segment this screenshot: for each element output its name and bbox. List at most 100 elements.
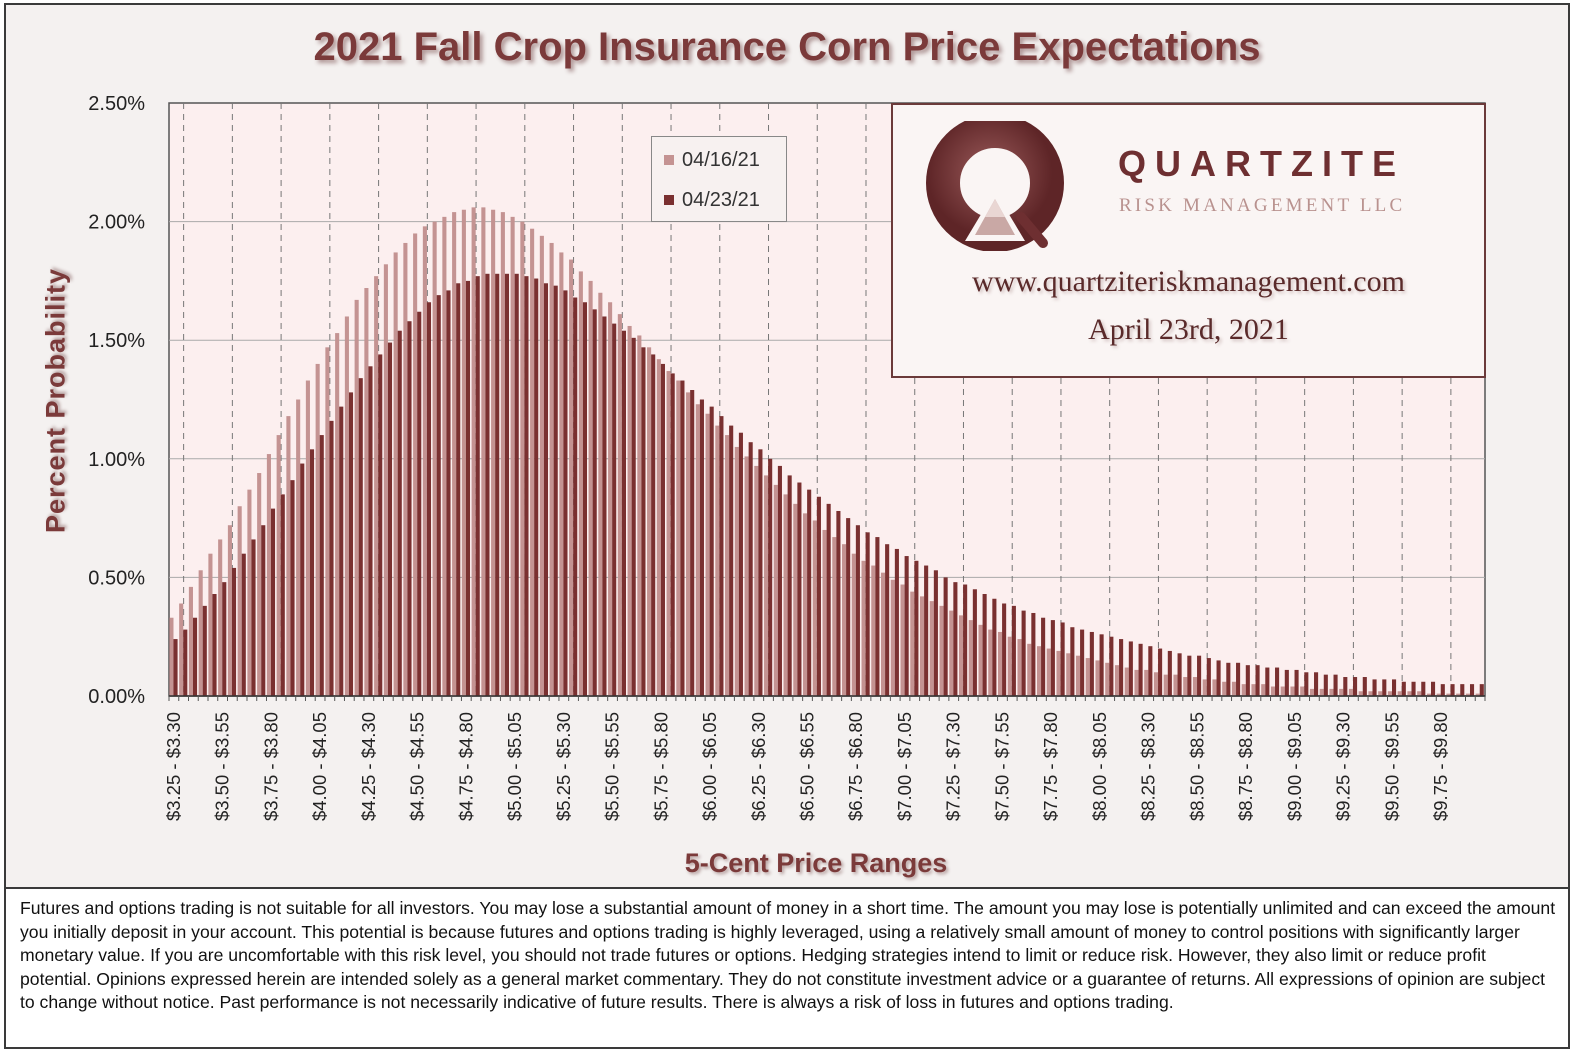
bar-series-1 <box>286 416 291 696</box>
bar-series-1 <box>530 228 535 696</box>
bar-series-2 <box>1245 665 1250 696</box>
bar-series-2 <box>807 489 812 696</box>
bar-series-2 <box>729 425 734 696</box>
bar-series-2 <box>816 496 821 696</box>
bar-series-2 <box>612 323 617 696</box>
bar-series-2 <box>1226 662 1231 696</box>
bar-series-2 <box>924 565 929 696</box>
bar-series-2 <box>738 432 743 696</box>
bar-series-2 <box>514 273 519 696</box>
bar-series-2 <box>212 594 217 696</box>
company-website[interactable]: www.quartziteriskmanagement.com <box>972 265 1405 298</box>
bar-series-1 <box>471 207 476 697</box>
bar-series-1 <box>481 207 486 697</box>
bar-series-1 <box>1017 639 1022 696</box>
bar-series-2 <box>222 582 227 696</box>
bar-series-2 <box>1275 667 1280 696</box>
bar-series-1 <box>1358 691 1363 696</box>
x-tick-label: $6.00 - $6.05 <box>699 712 720 821</box>
x-tick-label: $8.25 - $8.30 <box>1138 712 1159 821</box>
bar-series-1 <box>237 506 242 696</box>
bar-series-1 <box>812 520 817 696</box>
bar-series-1 <box>919 596 925 696</box>
bar-series-1 <box>227 525 232 696</box>
bar-series-1 <box>1456 693 1461 696</box>
bar-series-1 <box>1241 684 1246 696</box>
x-tick-label: $9.25 - $9.30 <box>1333 712 1354 821</box>
bar-series-2 <box>875 537 880 696</box>
bar-series-2 <box>261 525 266 696</box>
y-tick-label: 2.50% <box>88 93 145 115</box>
bar-series-1 <box>637 335 642 696</box>
x-tick-label: $4.75 - $4.80 <box>455 712 476 821</box>
bar-series-2 <box>1070 627 1075 696</box>
bar-series-1 <box>344 316 349 696</box>
chart-frame: 0.00% 0.50% 1.00% 1.50% 2.00% 2.50% $3.25 - $3… <box>4 3 1570 1049</box>
risk-disclaimer: Futures and options trading is not suita… <box>20 898 1556 1013</box>
bar-series-2 <box>231 567 237 696</box>
bar-series-1 <box>393 252 398 696</box>
bar-series-1 <box>383 264 388 696</box>
bar-series-1 <box>1280 686 1285 696</box>
divider <box>6 887 1568 889</box>
bar-series-1 <box>676 380 681 696</box>
bar-series-2 <box>963 584 968 696</box>
bar-series-2 <box>368 366 373 696</box>
bar-series-1 <box>1036 646 1042 696</box>
bar-series-2 <box>1479 684 1484 696</box>
bar-series-2 <box>1343 677 1348 696</box>
bar-series-2 <box>914 560 919 696</box>
bar-series-1 <box>754 465 759 696</box>
bar-series-1 <box>1212 679 1217 696</box>
bar-series-1 <box>783 494 788 696</box>
bar-series-1 <box>218 539 223 696</box>
bar-series-2 <box>446 290 451 696</box>
bar-series-1 <box>422 226 427 696</box>
bar-series-2 <box>573 297 578 696</box>
bar-series-2 <box>1392 679 1397 696</box>
bar-series-1 <box>1407 691 1412 696</box>
bar-series-1 <box>997 631 1003 696</box>
bar-series-1 <box>432 221 437 696</box>
bar-series-2 <box>1294 669 1299 696</box>
bar-series-1 <box>773 484 778 696</box>
bar-series-2 <box>670 373 675 696</box>
axes: 0.00% 0.50% 1.00% 1.50% 2.00% 2.50% $3.25 - $3… <box>88 93 1486 821</box>
x-tick-label: $3.50 - $3.55 <box>212 712 233 821</box>
bar-series-2 <box>241 553 246 696</box>
bar-series-2 <box>1099 634 1104 696</box>
bar-series-1 <box>247 489 252 696</box>
bar-series-1 <box>1446 693 1451 696</box>
bar-series-2 <box>1255 665 1260 696</box>
x-tick-label: $4.50 - $4.55 <box>407 712 428 821</box>
bar-series-1 <box>569 259 574 696</box>
bar-series-1 <box>910 591 915 696</box>
bar-series-1 <box>1348 688 1354 696</box>
chart-title: 2021 Fall Crop Insurance Corn Price Expe… <box>313 25 1261 69</box>
bar-series-1 <box>208 553 213 696</box>
bar-series-1 <box>695 404 700 696</box>
bar-series-1 <box>627 325 632 696</box>
bar-series-1 <box>1465 693 1470 696</box>
bar-series-1 <box>169 617 174 696</box>
bar-series-2 <box>1236 662 1241 696</box>
bar-series-2 <box>1333 674 1338 696</box>
x-tick-label: $6.25 - $6.30 <box>748 712 769 821</box>
bar-series-2 <box>933 570 938 696</box>
bars <box>169 207 1484 697</box>
bar-series-1 <box>1387 691 1393 696</box>
bar-series-2 <box>270 508 276 696</box>
bar-series-2 <box>495 273 500 696</box>
bar-series-2 <box>797 482 802 696</box>
bar-series-2 <box>1323 674 1328 696</box>
bar-series-2 <box>621 330 626 696</box>
bar-series-2 <box>553 285 558 696</box>
x-tick-label: $6.50 - $6.55 <box>797 712 818 821</box>
bar-series-2 <box>173 639 178 696</box>
bar-series-2 <box>280 494 285 696</box>
bar-series-1 <box>1095 660 1100 696</box>
x-tick-label: $7.75 - $7.80 <box>1040 712 1061 821</box>
bar-series-2 <box>1050 620 1055 696</box>
bar-series-1 <box>1202 679 1207 696</box>
x-tick-label: $5.25 - $5.30 <box>553 712 574 821</box>
